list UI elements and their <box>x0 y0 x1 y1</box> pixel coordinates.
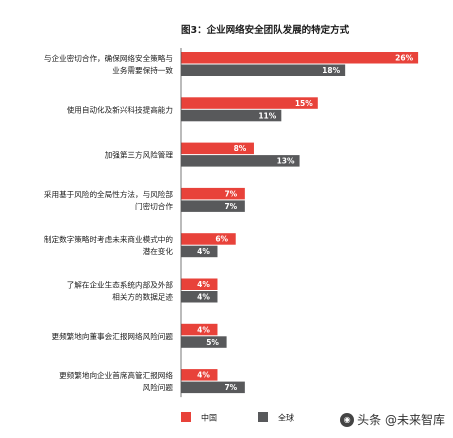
data-label: 15% <box>295 99 313 108</box>
legend-swatch-china <box>181 412 191 422</box>
category-label: 相关方的数据足迹 <box>112 292 173 302</box>
data-label: 4% <box>197 325 210 334</box>
bar-china <box>181 323 218 336</box>
bar-global <box>181 381 245 394</box>
bar-china <box>181 233 236 245</box>
legend-swatch-global <box>258 412 268 422</box>
data-label: 13% <box>277 157 295 166</box>
bar-global <box>181 245 218 258</box>
watermark-text: 头条 @未来智库 <box>357 413 445 427</box>
data-label: 7% <box>224 383 237 392</box>
category-label: 使用自动化及新兴科技提高能力 <box>67 104 173 114</box>
data-label: 18% <box>322 66 340 75</box>
bar-global <box>181 291 218 303</box>
watermark: ◉ 头条 @未来智库 <box>340 411 445 428</box>
category-label: 采用基于风险的全局性方法，与风险部 <box>44 189 173 199</box>
category-label: 门密切合作 <box>135 201 173 211</box>
data-label: 11% <box>258 111 276 120</box>
bar-global <box>181 64 346 76</box>
data-label: 4% <box>197 280 210 289</box>
category-label: 与企业密切合作，确保网络安全策略与 <box>44 53 173 63</box>
bar-global <box>181 200 245 212</box>
toutiao-icon: ◉ <box>340 412 355 427</box>
bar-global <box>181 109 282 122</box>
category-label: 更频繁地向董事会汇报网络风险问题 <box>52 331 174 341</box>
data-label: 7% <box>224 189 237 198</box>
category-label: 潜在变化 <box>143 246 174 256</box>
bar-china <box>181 369 218 381</box>
bar-global <box>181 336 227 348</box>
data-label: 26% <box>395 54 413 63</box>
category-label: 更频繁地向企业首席高管汇报网络 <box>59 370 173 380</box>
legend-label: 中国 <box>201 413 217 423</box>
data-label: 7% <box>224 202 237 211</box>
category-label: 风险问题 <box>143 382 174 392</box>
data-label: 8% <box>234 144 247 153</box>
legend-label: 全球 <box>278 413 294 423</box>
category-label: 加强第三方风险管理 <box>105 150 174 160</box>
category-label: 制定数字策略时考虑未来商业模式中的 <box>44 234 173 244</box>
category-label: 了解在企业生态系统内部及外部 <box>67 280 174 290</box>
data-label: 4% <box>197 247 210 256</box>
bar-global <box>181 155 300 167</box>
category-label: 业务需要保持一致 <box>112 65 173 75</box>
bar-china <box>181 278 218 290</box>
bar-china <box>181 52 419 64</box>
bar-china <box>181 187 245 200</box>
data-label: 4% <box>197 293 210 302</box>
data-label: 4% <box>197 371 210 380</box>
bar-china <box>181 97 318 109</box>
chart-title: 图3：企业网络安全团队发展的特定方式 <box>181 25 350 36</box>
data-label: 5% <box>206 338 219 347</box>
bar-china <box>181 142 254 155</box>
data-label: 6% <box>215 235 228 244</box>
